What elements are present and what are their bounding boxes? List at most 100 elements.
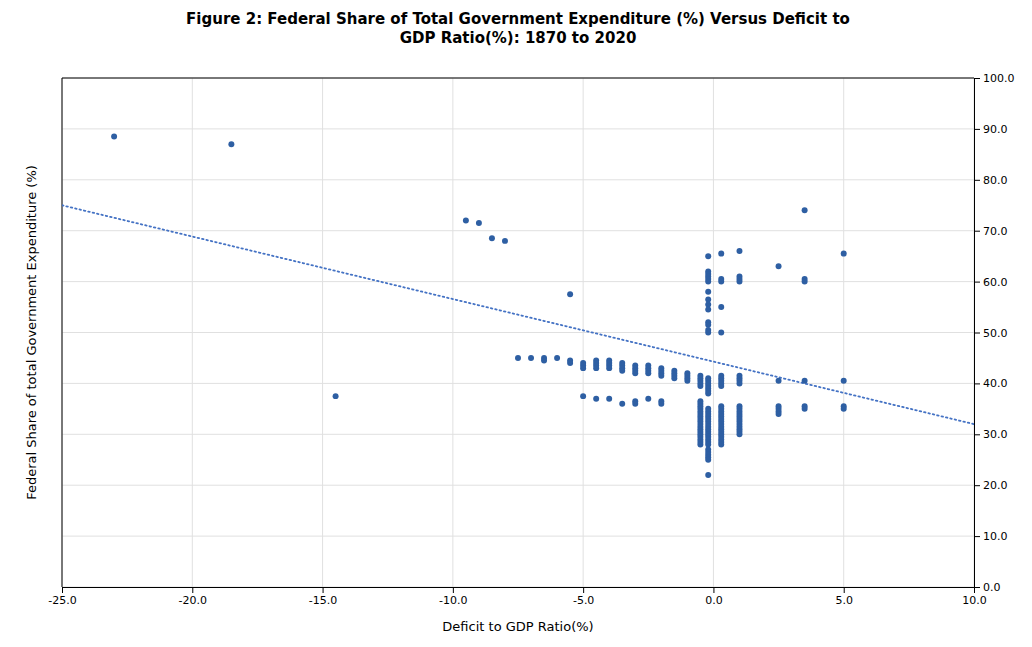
point bbox=[705, 279, 711, 285]
y-tick: 60.0 bbox=[974, 276, 1008, 289]
y-tick-label: 90.0 bbox=[983, 123, 1008, 136]
point bbox=[658, 373, 664, 379]
y-tick-mark bbox=[974, 78, 980, 79]
point bbox=[697, 441, 703, 447]
point bbox=[705, 289, 711, 295]
point bbox=[737, 431, 743, 437]
y-tick: 30.0 bbox=[974, 428, 1008, 441]
y-tick-mark bbox=[974, 383, 980, 384]
grid-line-y bbox=[62, 78, 974, 79]
point bbox=[737, 248, 743, 254]
point bbox=[705, 307, 711, 313]
point bbox=[718, 304, 724, 310]
point bbox=[718, 251, 724, 257]
point bbox=[619, 401, 625, 407]
y-tick-mark bbox=[974, 485, 980, 486]
x-tick: -10.0 bbox=[439, 587, 467, 607]
point bbox=[567, 360, 573, 366]
x-tick-label: -15.0 bbox=[309, 594, 337, 607]
y-tick: 70.0 bbox=[974, 225, 1008, 238]
x-tick-mark bbox=[583, 587, 584, 593]
y-tick: 0.0 bbox=[974, 581, 1001, 594]
y-tick: 50.0 bbox=[974, 327, 1008, 340]
y-tick-mark bbox=[974, 129, 980, 130]
y-tick-mark bbox=[974, 333, 980, 334]
grid-line-y bbox=[62, 434, 974, 435]
grid-line-y bbox=[62, 281, 974, 282]
y-axis-label: Federal Share of total Government Expend… bbox=[24, 165, 39, 500]
y-tick: 10.0 bbox=[974, 530, 1008, 543]
y-tick: 80.0 bbox=[974, 174, 1008, 187]
grid-line-x bbox=[62, 78, 63, 587]
point bbox=[619, 368, 625, 374]
point bbox=[705, 253, 711, 259]
point bbox=[593, 365, 599, 371]
point bbox=[228, 141, 234, 147]
y-axis-line bbox=[975, 79, 981, 588]
x-tick-label: 5.0 bbox=[835, 594, 853, 607]
y-tick-mark bbox=[974, 180, 980, 181]
point bbox=[515, 355, 521, 361]
x-tick-label: 0.0 bbox=[705, 594, 723, 607]
x-tick: 0.0 bbox=[705, 587, 723, 607]
point bbox=[632, 370, 638, 376]
y-tick-mark bbox=[974, 536, 980, 537]
y-tick: 20.0 bbox=[974, 479, 1008, 492]
grid-line-y bbox=[62, 179, 974, 180]
point bbox=[705, 441, 711, 447]
x-tick-label: -25.0 bbox=[48, 594, 76, 607]
point bbox=[802, 378, 808, 384]
point bbox=[841, 251, 847, 257]
y-tick-label: 30.0 bbox=[983, 428, 1008, 441]
point bbox=[718, 330, 724, 336]
y-tick-label: 50.0 bbox=[983, 327, 1008, 340]
y-axis: 0.010.020.030.040.050.060.070.080.090.01… bbox=[974, 72, 1015, 594]
x-tick: -25.0 bbox=[48, 587, 76, 607]
y-tick-mark bbox=[974, 282, 980, 283]
point bbox=[645, 396, 651, 402]
y-tick: 90.0 bbox=[974, 123, 1008, 136]
x-tick: -20.0 bbox=[179, 587, 207, 607]
point bbox=[606, 365, 612, 371]
y-tick-label: 10.0 bbox=[983, 530, 1008, 543]
point bbox=[718, 383, 724, 389]
point bbox=[476, 220, 482, 226]
point bbox=[671, 375, 677, 381]
x-tick-label: -10.0 bbox=[439, 594, 467, 607]
point bbox=[697, 383, 703, 389]
y-tick-mark bbox=[974, 587, 980, 588]
grid-line-y bbox=[62, 383, 974, 384]
x-tick: -5.0 bbox=[573, 587, 594, 607]
point bbox=[737, 279, 743, 285]
point bbox=[802, 207, 808, 213]
point bbox=[632, 401, 638, 407]
point bbox=[502, 238, 508, 244]
point bbox=[645, 370, 651, 376]
trend-line bbox=[62, 205, 974, 424]
grid-line-y bbox=[62, 230, 974, 231]
point bbox=[593, 396, 599, 402]
point bbox=[541, 358, 547, 364]
y-tick-label: 60.0 bbox=[983, 276, 1008, 289]
y-tick-label: 70.0 bbox=[983, 225, 1008, 238]
y-tick-mark bbox=[974, 231, 980, 232]
point bbox=[528, 355, 534, 361]
point bbox=[802, 279, 808, 285]
point bbox=[606, 396, 612, 402]
x-axis: -25.0-20.0-15.0-10.0-5.00.05.010.0 bbox=[48, 587, 986, 607]
point bbox=[705, 322, 711, 328]
y-tick-label: 40.0 bbox=[983, 377, 1008, 390]
point bbox=[705, 457, 711, 463]
point bbox=[705, 296, 711, 302]
x-tick: 5.0 bbox=[835, 587, 853, 607]
chart: -25.0-20.0-15.0-10.0-5.00.05.010.00.010.… bbox=[0, 0, 1032, 647]
point bbox=[841, 406, 847, 412]
y-tick-mark bbox=[974, 434, 980, 435]
y-tick-label: 20.0 bbox=[983, 479, 1008, 492]
x-tick-mark bbox=[453, 587, 454, 593]
point bbox=[802, 406, 808, 412]
x-tick-label: -5.0 bbox=[573, 594, 594, 607]
y-tick-label: 0.0 bbox=[983, 581, 1001, 594]
point bbox=[737, 380, 743, 386]
point bbox=[776, 263, 782, 269]
